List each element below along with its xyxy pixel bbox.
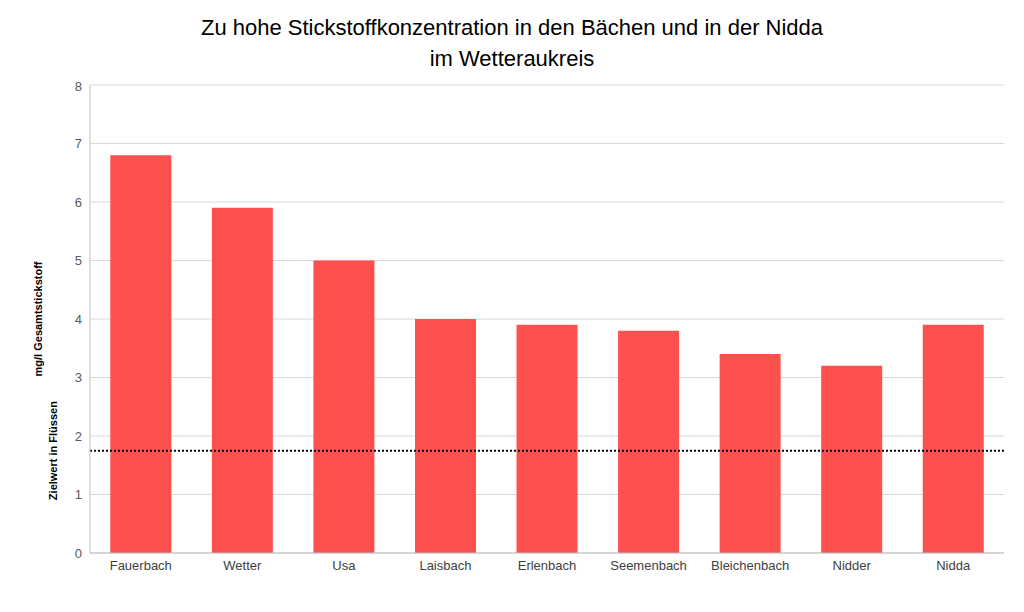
svg-text:Erlenbach: Erlenbach: [518, 558, 577, 573]
svg-text:Bleichenbach: Bleichenbach: [711, 558, 789, 573]
svg-text:Wetter: Wetter: [223, 558, 262, 573]
svg-text:Seemenbach: Seemenbach: [610, 558, 687, 573]
html-text:Zu hohe Stickstoffkonzentratio: Zu hohe Stickstoffkonzentration in den B…: [200, 15, 824, 40]
svg-text:1: 1: [75, 487, 82, 502]
svg-text:2: 2: [75, 429, 82, 444]
svg-text:4: 4: [75, 312, 82, 327]
svg-text:Nidda: Nidda: [936, 558, 971, 573]
svg-text:Fauerbach: Fauerbach: [110, 558, 172, 573]
svg-text:5: 5: [75, 253, 82, 268]
svg-text:Usa: Usa: [332, 558, 356, 573]
svg-text:8: 8: [75, 79, 82, 94]
svg-text:7: 7: [75, 136, 82, 151]
svg-text:6: 6: [75, 195, 82, 210]
html-text:mg/l Gesamtstickstoff: mg/l Gesamtstickstoff: [32, 261, 44, 377]
svg-text:Zielwert in Flüssen: Zielwert in Flüssen: [47, 401, 59, 500]
svg-text:Nidder: Nidder: [833, 558, 872, 573]
html-text:im Wetteraukreis: im Wetteraukreis: [429, 46, 595, 71]
svg-text:3: 3: [75, 370, 82, 385]
svg-text:Laisbach: Laisbach: [419, 558, 471, 573]
svg-text:0: 0: [75, 546, 82, 561]
